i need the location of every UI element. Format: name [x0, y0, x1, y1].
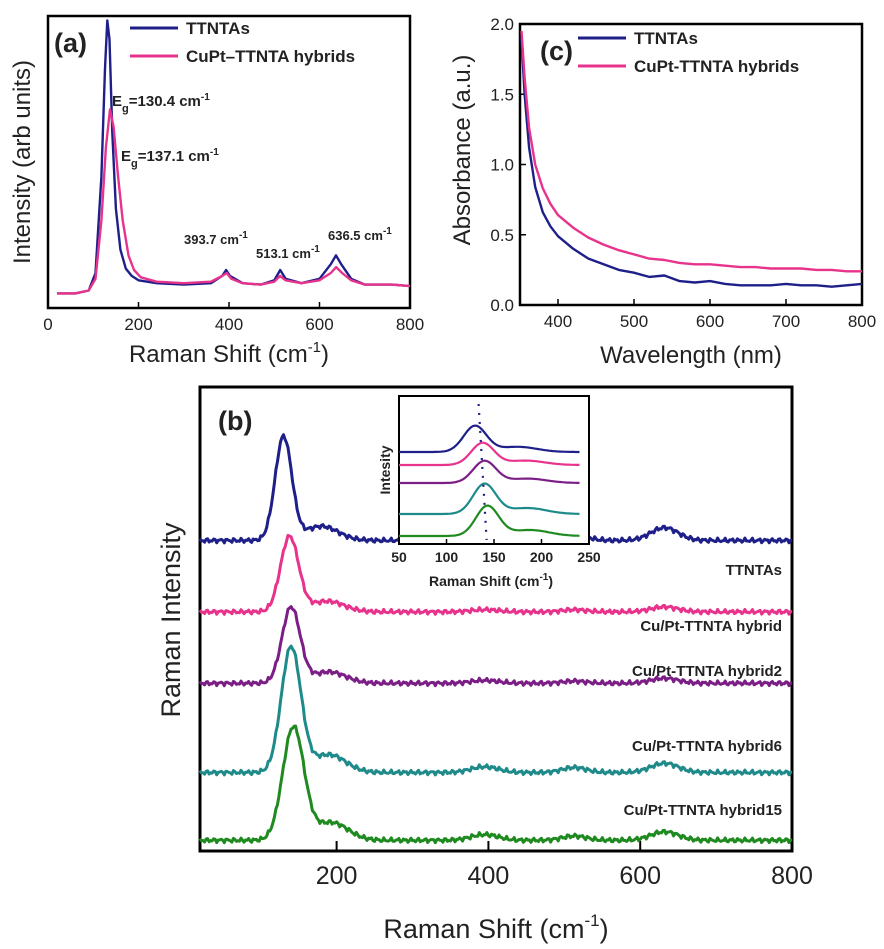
inset-xtick-label-0: 50 [391, 549, 407, 565]
panel-c-ticks: 400 500 600 700 800 0.0 0.5 1.0 1.5 2.0 [490, 15, 876, 331]
inset-series [399, 403, 580, 541]
c-xtick-label-0: 400 [544, 312, 572, 331]
panel-a-x-axis-label: Raman Shift (cm-1) [129, 339, 329, 368]
panel-c-x-axis-label: Wavelength (nm) [600, 342, 782, 369]
panel-b-inset: 50 100 150 200 250 Raman Shift (cm-1) Intesi… [377, 395, 601, 589]
c-ytick-label-0: 0.0 [490, 296, 514, 315]
legend-c-entry-0: TTNTAs [634, 29, 698, 48]
inset-x-ticks: 50 100 150 200 250 [391, 539, 601, 565]
series-label-ttntas: TTNTAs [726, 562, 782, 579]
b-xtick-label-0: 200 [316, 862, 358, 890]
inset-xtick-label-2: 150 [482, 549, 506, 565]
legend-a-entry-0: TTNTAs [186, 19, 250, 38]
c-ytick-label-2: 1.0 [490, 156, 514, 175]
inset-xtick-label-1: 100 [435, 549, 459, 565]
panel-a: 0 200 400 600 800 (a) TTNTAs CuPt–TTNTA hybr… [9, 14, 424, 368]
series-label-hybrid6: Cu/Pt-TTNTA hybrid6 [632, 738, 782, 755]
a-xtick-label-3: 600 [305, 315, 333, 334]
inset-xtick-label-4: 250 [577, 549, 601, 565]
b-series-line-3 [198, 644, 793, 777]
inset-x-axis-label: Raman Shift (cm-1) [429, 572, 553, 589]
panel-a-series [57, 19, 411, 295]
panel-a-y-axis-label: Intensity (arb units) [9, 60, 36, 264]
panel-c: 400 500 600 700 800 0.0 0.5 1.0 1.5 2.0 (c) TTNTA… [449, 15, 876, 369]
panel-b-x-ticks: 200 400 600 800 [316, 841, 813, 890]
annotation-636: 636.5 cm-1 [328, 226, 392, 243]
a-xtick-label-4: 800 [396, 315, 424, 334]
inset-series-line-3 [399, 482, 580, 516]
c-xtick-label-3: 700 [772, 312, 800, 331]
c-xtick-label-1: 500 [620, 312, 648, 331]
legend-c-entry-1: CuPt-TTNTA hybrids [634, 57, 799, 76]
c-ytick-label-4: 2.0 [490, 15, 514, 34]
panel-c-label: (c) [540, 36, 573, 66]
panel-a-annotations: Eg=130.4 cm-1 Eg=137.1 cm-1 393.7 cm-1 5… [112, 92, 392, 261]
b-series-line-2 [198, 605, 793, 688]
panel-c-series [520, 30, 863, 288]
panel-b-label: (b) [218, 406, 252, 436]
inset-y-axis-label: Intesity [377, 445, 393, 494]
annotation-eg-130: Eg=130.4 cm-1 [112, 92, 210, 115]
legend-a-entry-1: CuPt–TTNTA hybrids [186, 47, 355, 66]
c-xtick-label-2: 600 [696, 312, 724, 331]
panel-c-legend: TTNTAs CuPt-TTNTA hybrids [578, 29, 799, 76]
panel-b-series-labels: TTNTAs Cu/Pt-TTNTA hybrid Cu/Pt-TTNTA hy… [624, 562, 782, 819]
inset-frame [398, 395, 590, 545]
c-xtick-label-4: 800 [848, 312, 876, 331]
series-label-hybrid: Cu/Pt-TTNTA hybrid [640, 618, 782, 635]
series-label-hybrid2: Cu/Pt-TTNTA hybrid2 [632, 663, 782, 680]
inset-series-line-0 [399, 424, 580, 454]
inset-series-line-2 [399, 459, 580, 485]
c-series-line-1 [520, 30, 862, 273]
panel-a-x-ticks: 0 200 400 600 800 [43, 302, 424, 334]
inset-series-line-4 [399, 504, 580, 538]
annotation-eg-137: Eg=137.1 cm-1 [121, 147, 219, 170]
c-ytick-label-1: 0.5 [490, 226, 514, 245]
panel-b-y-axis-label: Raman Intensity [156, 522, 186, 718]
panel-b: 200 400 600 800 (b) TTNTAs Cu/Pt-TTNTA hybr… [156, 385, 813, 944]
annotation-393: 393.7 cm-1 [184, 230, 248, 247]
series-label-hybrid15: Cu/Pt-TTNTA hybrid15 [624, 802, 782, 819]
inset-series-line-1 [399, 441, 580, 467]
b-series-line-1 [198, 533, 793, 616]
a-series-line-1 [57, 108, 411, 295]
b-series-line-4 [198, 724, 793, 845]
panel-a-legend: TTNTAs CuPt–TTNTA hybrids [130, 19, 355, 66]
b-xtick-label-3: 800 [771, 862, 813, 890]
b-xtick-label-2: 600 [619, 862, 661, 890]
a-xtick-label-1: 200 [124, 315, 152, 334]
panel-b-x-axis-label: Raman Shift (cm-1) [383, 911, 608, 944]
a-xtick-label-2: 400 [215, 315, 243, 334]
c-series-line-0 [520, 38, 863, 288]
panel-b-frame [198, 385, 794, 853]
panel-b-series [198, 433, 793, 845]
b-xtick-label-1: 400 [468, 862, 510, 890]
c-ytick-label-3: 1.5 [490, 85, 514, 104]
annotation-513: 513.1 cm-1 [256, 244, 320, 261]
a-xtick-label-0: 0 [43, 315, 52, 334]
panel-a-label: (a) [54, 28, 87, 58]
panel-c-y-axis-label: Absorbance (a.u.) [449, 55, 476, 246]
inset-xtick-label-3: 200 [530, 549, 554, 565]
